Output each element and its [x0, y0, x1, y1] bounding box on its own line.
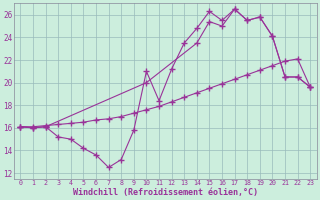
- X-axis label: Windchill (Refroidissement éolien,°C): Windchill (Refroidissement éolien,°C): [73, 188, 258, 197]
